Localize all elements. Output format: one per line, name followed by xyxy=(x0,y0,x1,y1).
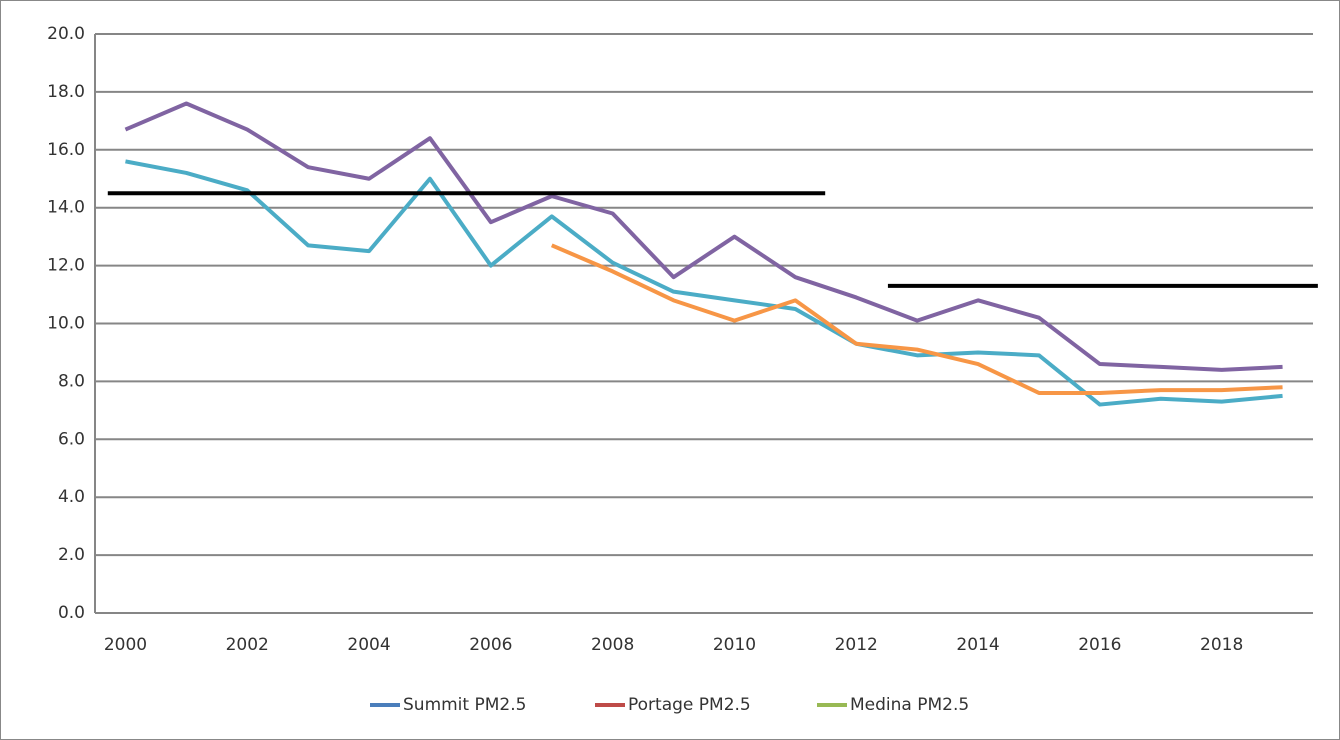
series-line xyxy=(550,243,1283,395)
legend-label: Portage PM2.5 xyxy=(628,695,751,715)
y-tick-label: 16.0 xyxy=(47,140,85,160)
y-tick-label: 20.0 xyxy=(47,24,85,44)
x-tick-label: 2004 xyxy=(347,635,390,655)
x-tick-label: 2012 xyxy=(835,635,878,655)
x-tick-label: 2000 xyxy=(104,635,147,655)
y-tick-label: 8.0 xyxy=(58,371,85,391)
x-tick-label: 2016 xyxy=(1078,635,1121,655)
y-tick-label: 2.0 xyxy=(58,545,85,565)
series-line xyxy=(125,159,1283,407)
y-tick-label: 0.0 xyxy=(58,603,85,623)
x-tick-label: 2008 xyxy=(591,635,634,655)
x-tick-label: 2002 xyxy=(226,635,269,655)
legend-label: Medina PM2.5 xyxy=(850,695,969,715)
y-tick-label: 18.0 xyxy=(47,82,85,102)
legend-label: Summit PM2.5 xyxy=(403,695,526,715)
y-tick-label: 10.0 xyxy=(47,314,85,334)
x-tick-label: 2006 xyxy=(469,635,512,655)
y-tick-label: 12.0 xyxy=(47,256,85,276)
series-line xyxy=(124,101,1283,372)
y-tick-label: 6.0 xyxy=(58,429,85,449)
x-tick-label: 2018 xyxy=(1200,635,1243,655)
x-tick-label: 2010 xyxy=(713,635,756,655)
y-tick-label: 14.0 xyxy=(47,198,85,218)
y-tick-label: 4.0 xyxy=(58,487,85,507)
x-tick-label: 2014 xyxy=(956,635,999,655)
